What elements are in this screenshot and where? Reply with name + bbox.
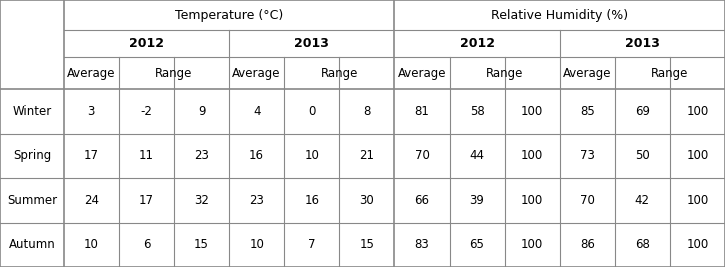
Text: Range: Range [155, 66, 193, 80]
Text: 2012: 2012 [129, 37, 164, 50]
Text: Relative Humidity (%): Relative Humidity (%) [491, 9, 629, 22]
Text: 100: 100 [687, 238, 708, 251]
Text: 73: 73 [580, 149, 594, 162]
Text: 100: 100 [521, 105, 543, 118]
Text: 10: 10 [84, 238, 99, 251]
Text: Average: Average [563, 66, 611, 80]
Text: 70: 70 [415, 149, 429, 162]
Text: 15: 15 [194, 238, 209, 251]
Text: 50: 50 [635, 149, 650, 162]
Text: 17: 17 [84, 149, 99, 162]
Text: Average: Average [67, 66, 115, 80]
Text: 42: 42 [635, 194, 650, 207]
Text: 100: 100 [687, 105, 708, 118]
Text: 23: 23 [249, 194, 264, 207]
Text: 65: 65 [470, 238, 484, 251]
Text: 58: 58 [470, 105, 484, 118]
Text: Range: Range [320, 66, 358, 80]
Text: 3: 3 [88, 105, 95, 118]
Text: 24: 24 [84, 194, 99, 207]
Text: 23: 23 [194, 149, 209, 162]
Text: 39: 39 [470, 194, 484, 207]
Text: 85: 85 [580, 105, 594, 118]
Text: 10: 10 [249, 238, 264, 251]
Text: Range: Range [651, 66, 689, 80]
Text: 10: 10 [304, 149, 319, 162]
Text: 69: 69 [635, 105, 650, 118]
Text: 9: 9 [198, 105, 205, 118]
Text: 68: 68 [635, 238, 650, 251]
Text: 30: 30 [360, 194, 374, 207]
Text: 100: 100 [521, 149, 543, 162]
Text: 11: 11 [139, 149, 154, 162]
Text: 15: 15 [360, 238, 374, 251]
Text: 2013: 2013 [625, 37, 660, 50]
Text: 32: 32 [194, 194, 209, 207]
Text: 81: 81 [415, 105, 429, 118]
Text: 0: 0 [308, 105, 315, 118]
Text: 4: 4 [253, 105, 260, 118]
Text: 16: 16 [249, 149, 264, 162]
Text: 66: 66 [415, 194, 429, 207]
Text: 6: 6 [143, 238, 150, 251]
Text: 21: 21 [360, 149, 374, 162]
Text: Average: Average [233, 66, 281, 80]
Text: 17: 17 [139, 194, 154, 207]
Text: Average: Average [398, 66, 446, 80]
Text: 8: 8 [363, 105, 370, 118]
Text: Range: Range [486, 66, 523, 80]
Text: Winter: Winter [12, 105, 51, 118]
Text: -2: -2 [141, 105, 152, 118]
Text: 100: 100 [521, 194, 543, 207]
Text: Summer: Summer [7, 194, 57, 207]
Text: 7: 7 [308, 238, 315, 251]
Text: Autumn: Autumn [9, 238, 55, 251]
Text: Temperature (°C): Temperature (°C) [175, 9, 283, 22]
Text: 100: 100 [687, 194, 708, 207]
Text: 86: 86 [580, 238, 594, 251]
Text: 100: 100 [521, 238, 543, 251]
Text: 83: 83 [415, 238, 429, 251]
Text: 70: 70 [580, 194, 594, 207]
Text: 16: 16 [304, 194, 319, 207]
Text: 2013: 2013 [294, 37, 329, 50]
Text: 44: 44 [470, 149, 484, 162]
Text: 2012: 2012 [460, 37, 494, 50]
Text: Spring: Spring [13, 149, 51, 162]
Text: 100: 100 [687, 149, 708, 162]
